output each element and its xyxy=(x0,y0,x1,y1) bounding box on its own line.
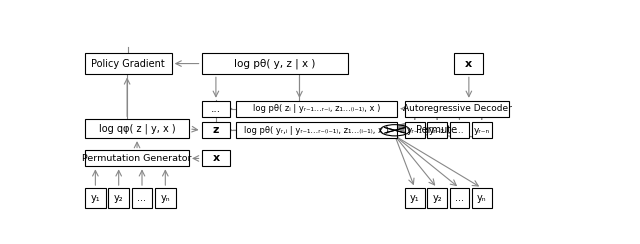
Text: y₁: y₁ xyxy=(410,193,420,203)
Text: Policy Gradient: Policy Gradient xyxy=(92,59,165,69)
FancyBboxPatch shape xyxy=(202,53,348,74)
Text: ...: ... xyxy=(211,104,221,114)
FancyBboxPatch shape xyxy=(449,188,469,208)
Text: yₙ: yₙ xyxy=(161,193,170,203)
Text: yᵣ₋₂: yᵣ₋₂ xyxy=(429,126,445,135)
Text: y₂: y₂ xyxy=(432,193,442,203)
FancyBboxPatch shape xyxy=(85,120,189,138)
Text: ...: ... xyxy=(138,193,147,203)
Text: ...: ... xyxy=(455,126,464,135)
FancyBboxPatch shape xyxy=(202,151,230,166)
Text: ...: ... xyxy=(455,193,464,203)
FancyBboxPatch shape xyxy=(405,122,425,138)
Text: log pθ( zᵢ | yᵣ₋₁...ᵣ₋ᵢ, z₁...₍ᵢ₋₁₎, x ): log pθ( zᵢ | yᵣ₋₁...ᵣ₋ᵢ, z₁...₍ᵢ₋₁₎, x ) xyxy=(253,104,381,113)
Text: yᵣ₋₁: yᵣ₋₁ xyxy=(407,126,423,135)
Text: log pθ( y, z | x ): log pθ( y, z | x ) xyxy=(234,58,316,69)
Text: Permutation Generator: Permutation Generator xyxy=(83,154,192,163)
Text: log qφ( z | y, x ): log qφ( z | y, x ) xyxy=(99,124,175,134)
FancyBboxPatch shape xyxy=(202,101,230,117)
Text: y₂: y₂ xyxy=(114,193,124,203)
FancyBboxPatch shape xyxy=(449,122,469,138)
FancyBboxPatch shape xyxy=(155,188,176,208)
Text: log pθ( yᵣ,ᵢ | yᵣ₋₁...ᵣ₋₍ᵢ₋₁₎, z₁...₍ᵢ₋₁₎, x ): log pθ( yᵣ,ᵢ | yᵣ₋₁...ᵣ₋₍ᵢ₋₁₎, z₁...₍ᵢ₋₁… xyxy=(244,126,389,135)
Text: yₙ: yₙ xyxy=(477,193,486,203)
FancyBboxPatch shape xyxy=(85,151,189,166)
Text: Permute: Permute xyxy=(416,125,457,135)
Text: x: x xyxy=(212,153,220,163)
FancyBboxPatch shape xyxy=(236,122,397,138)
Text: Autoregressive Decoder: Autoregressive Decoder xyxy=(403,104,511,113)
Text: x: x xyxy=(465,59,472,69)
FancyBboxPatch shape xyxy=(405,101,509,117)
FancyBboxPatch shape xyxy=(454,53,483,74)
FancyBboxPatch shape xyxy=(85,53,172,74)
FancyBboxPatch shape xyxy=(472,188,492,208)
FancyBboxPatch shape xyxy=(85,188,106,208)
Text: yᵣ₋ₙ: yᵣ₋ₙ xyxy=(474,126,490,135)
FancyBboxPatch shape xyxy=(132,188,152,208)
FancyBboxPatch shape xyxy=(202,122,230,138)
FancyBboxPatch shape xyxy=(428,122,447,138)
FancyBboxPatch shape xyxy=(405,188,425,208)
Text: y₁: y₁ xyxy=(91,193,100,203)
FancyBboxPatch shape xyxy=(472,122,492,138)
FancyBboxPatch shape xyxy=(428,188,447,208)
FancyBboxPatch shape xyxy=(108,188,129,208)
Text: z: z xyxy=(212,125,219,135)
FancyBboxPatch shape xyxy=(236,101,397,117)
